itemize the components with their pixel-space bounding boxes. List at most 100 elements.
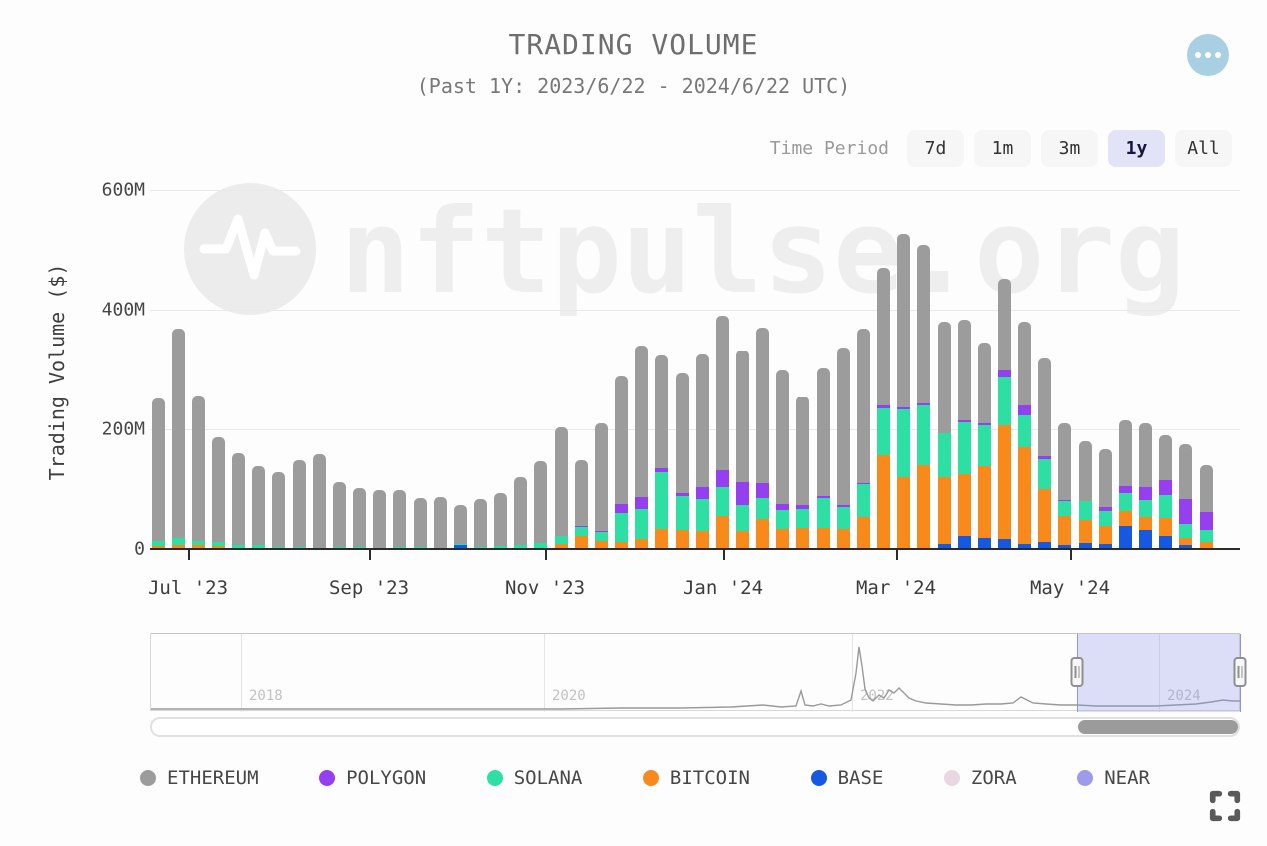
volume-bar[interactable]	[977, 342, 991, 549]
volume-bar[interactable]	[715, 315, 729, 549]
brush-selection[interactable]	[1077, 634, 1241, 712]
volume-bar[interactable]	[695, 354, 709, 549]
solana-segment	[977, 424, 991, 467]
volume-bar[interactable]	[897, 234, 911, 549]
volume-bar[interactable]	[615, 376, 628, 549]
volume-bar[interactable]	[836, 348, 850, 549]
minimap-line-chart	[151, 646, 1241, 710]
bitcoin-segment	[736, 530, 749, 549]
volume-bar[interactable]	[514, 477, 528, 549]
brush-handle-right[interactable]	[1233, 657, 1247, 687]
volume-bar[interactable]	[675, 372, 689, 549]
bitcoin-segment	[151, 546, 165, 549]
volume-bar[interactable]	[776, 369, 790, 549]
period-button-3m[interactable]: 3m	[1041, 130, 1098, 167]
volume-bar[interactable]	[413, 498, 427, 549]
volume-bar[interactable]	[373, 490, 387, 549]
volume-bar[interactable]	[474, 498, 487, 549]
fullscreen-button[interactable]	[1205, 789, 1245, 825]
polygon-segment	[695, 486, 709, 499]
volume-bar[interactable]	[655, 354, 669, 549]
volume-bar[interactable]	[292, 459, 306, 549]
volume-bar[interactable]	[1058, 422, 1072, 549]
ethereum-segment	[675, 372, 689, 493]
volume-bar[interactable]	[151, 398, 165, 549]
ethereum-segment	[877, 268, 890, 406]
chart-legend: ETHEREUM POLYGON SOLANA BITCOIN BASE ZOR…	[140, 767, 1150, 789]
volume-bar[interactable]	[232, 452, 246, 549]
legend-item-zora[interactable]: ZORA	[943, 767, 1017, 789]
solana-segment	[1199, 530, 1213, 543]
volume-bar[interactable]	[856, 329, 870, 549]
solana-segment	[1038, 458, 1052, 489]
bitcoin-segment	[897, 477, 911, 549]
legend-item-solana[interactable]: SOLANA	[486, 767, 582, 789]
volume-bar[interactable]	[393, 489, 407, 549]
volume-bar[interactable]	[1159, 434, 1173, 549]
volume-bar[interactable]	[635, 346, 649, 549]
timeline-scrollbar[interactable]	[150, 717, 1240, 737]
volume-bar[interactable]	[332, 482, 346, 549]
volume-bar[interactable]	[796, 396, 810, 549]
solana-segment	[554, 535, 568, 545]
volume-bar[interactable]	[574, 460, 588, 549]
volume-bar[interactable]	[534, 461, 548, 549]
polygon-segment	[1118, 485, 1132, 493]
volume-bar[interactable]	[594, 423, 608, 549]
gridline	[150, 429, 1240, 431]
solana-segment	[756, 497, 770, 520]
volume-bar[interactable]	[212, 436, 225, 549]
ethereum-segment	[574, 460, 588, 526]
brush-handle-left[interactable]	[1070, 657, 1084, 687]
volume-bar[interactable]	[1018, 321, 1032, 549]
volume-bar[interactable]	[433, 496, 447, 549]
ethereum-segment	[413, 498, 427, 548]
bitcoin-segment	[856, 517, 870, 549]
volume-bar[interactable]	[171, 329, 185, 549]
volume-bar[interactable]	[1118, 420, 1132, 549]
bitcoin-segment	[635, 538, 649, 549]
period-button-all[interactable]: All	[1175, 130, 1232, 167]
volume-bar[interactable]	[917, 245, 931, 549]
bitcoin-segment	[1018, 446, 1032, 544]
volume-bar[interactable]	[312, 453, 326, 549]
period-button-1y[interactable]: 1y	[1108, 130, 1165, 167]
volume-bar[interactable]	[252, 466, 266, 549]
volume-bar[interactable]	[877, 268, 890, 549]
legend-item-bitcoin[interactable]: BITCOIN	[642, 767, 750, 789]
legend-item-polygon[interactable]: POLYGON	[319, 767, 426, 789]
volume-bar[interactable]	[1179, 443, 1193, 549]
volume-bar[interactable]	[1098, 448, 1112, 549]
more-options-button[interactable]	[1187, 34, 1229, 76]
volume-bar[interactable]	[937, 322, 951, 549]
volume-bar[interactable]	[957, 320, 971, 549]
legend-item-base[interactable]: BASE	[810, 767, 883, 789]
timeline-minimap[interactable]: 2018 2020 2022 2024	[150, 633, 1247, 712]
polygon-segment	[1018, 405, 1032, 416]
scrollbar-thumb[interactable]	[1078, 720, 1238, 734]
ethereum-segment	[433, 496, 447, 548]
volume-bar[interactable]	[756, 328, 770, 549]
period-button-7d[interactable]: 7d	[907, 130, 964, 167]
base-segment	[998, 538, 1011, 549]
volume-bar[interactable]	[736, 350, 749, 549]
polygon-segment	[856, 482, 870, 484]
ethereum-segment	[715, 315, 729, 471]
volume-bar[interactable]	[1139, 422, 1152, 549]
volume-bar[interactable]	[494, 493, 508, 549]
bitcoin-segment	[695, 530, 709, 549]
legend-item-near[interactable]: NEAR	[1077, 767, 1150, 789]
volume-bar[interactable]	[272, 471, 286, 549]
volume-bar[interactable]	[998, 279, 1011, 549]
volume-bar[interactable]	[554, 426, 568, 549]
volume-bar[interactable]	[453, 504, 467, 549]
base-segment	[1118, 526, 1132, 549]
volume-bar[interactable]	[816, 368, 830, 549]
volume-bar[interactable]	[1199, 464, 1213, 549]
volume-bar[interactable]	[191, 396, 205, 549]
volume-bar[interactable]	[1078, 440, 1092, 549]
legend-item-ethereum[interactable]: ETHEREUM	[140, 767, 259, 789]
volume-bar[interactable]	[353, 488, 366, 549]
volume-bar[interactable]	[1038, 357, 1052, 549]
period-button-1m[interactable]: 1m	[974, 130, 1031, 167]
